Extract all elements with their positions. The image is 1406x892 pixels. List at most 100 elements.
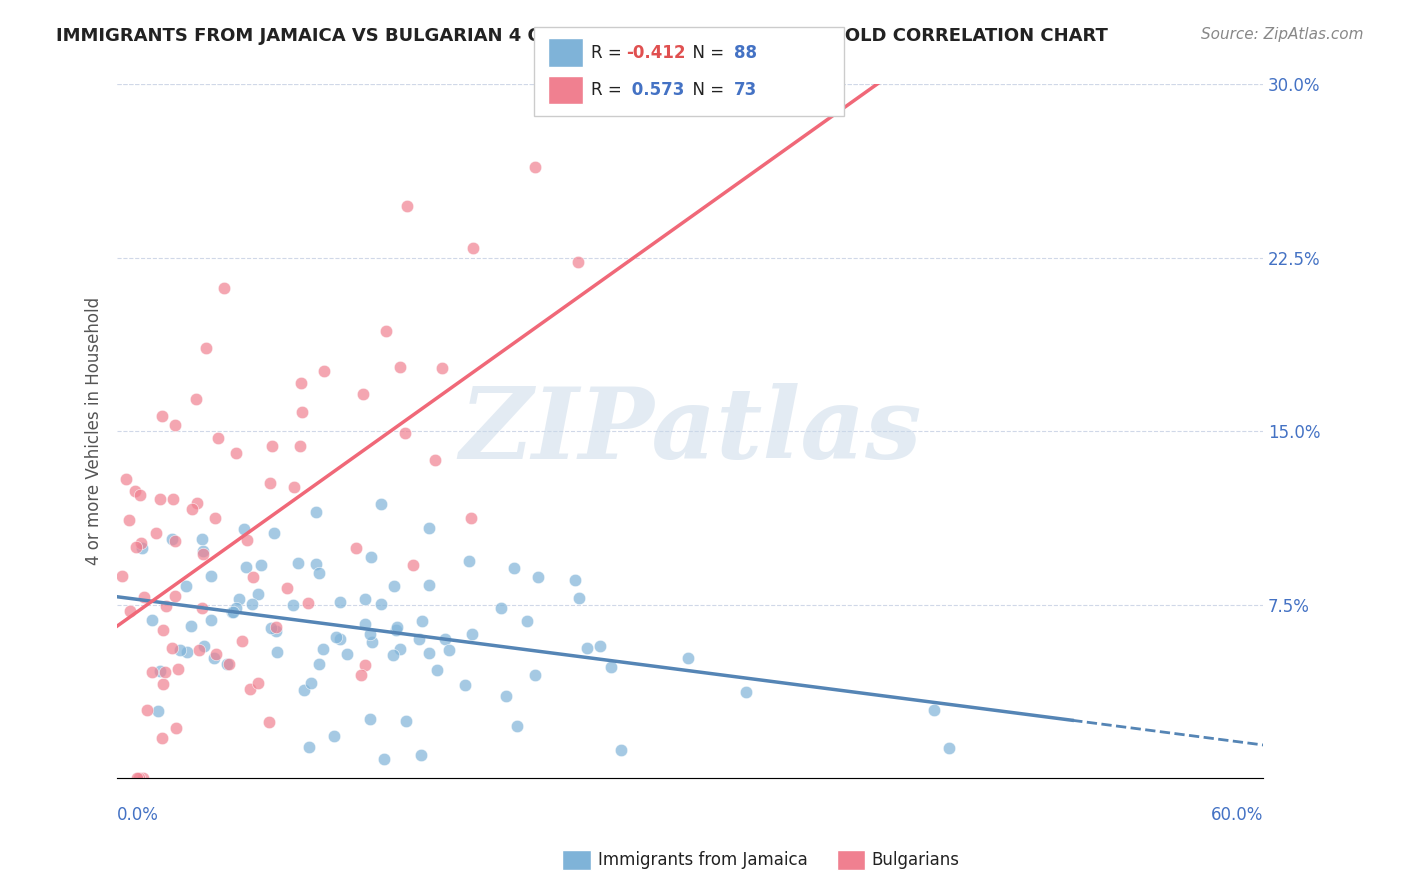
Point [176, 579, 198, 593]
Point [191, 601, 214, 615]
Point [231, 634, 253, 648]
Point [193, 639, 215, 653]
Text: 0.573: 0.573 [626, 81, 685, 99]
Point [308, 657, 330, 671]
Point [353, 591, 375, 606]
Point [461, 627, 484, 641]
Point [349, 668, 371, 682]
Point [373, 752, 395, 766]
Point [409, 748, 432, 763]
Point [186, 392, 208, 407]
Point [298, 740, 321, 755]
Text: 88: 88 [734, 44, 756, 62]
Point [132, 590, 155, 604]
Point [180, 619, 202, 633]
Point [176, 645, 198, 659]
Point [160, 640, 183, 655]
Point [149, 665, 172, 679]
Point [433, 632, 456, 647]
Point [322, 730, 344, 744]
Point [575, 640, 598, 655]
Point [408, 632, 430, 646]
Point [370, 497, 392, 511]
Point [290, 376, 312, 390]
Point [191, 532, 214, 546]
Point [352, 387, 374, 401]
Point [221, 606, 243, 620]
Point [418, 521, 440, 535]
Point [128, 771, 150, 785]
Point [259, 621, 281, 635]
Point [165, 721, 187, 735]
Point [564, 573, 586, 587]
Point [735, 684, 758, 698]
Point [458, 554, 481, 568]
Point [287, 556, 309, 570]
Point [276, 582, 298, 596]
Point [218, 657, 240, 671]
Y-axis label: 4 or more Vehicles in Household: 4 or more Vehicles in Household [86, 297, 103, 566]
Point [411, 614, 433, 628]
Point [401, 558, 423, 572]
Point [418, 578, 440, 592]
Point [240, 597, 263, 611]
Point [247, 587, 270, 601]
Point [191, 544, 214, 558]
Point [118, 513, 141, 527]
Text: R =: R = [591, 44, 627, 62]
Point [460, 511, 482, 525]
Point [491, 601, 513, 615]
Point [527, 570, 550, 584]
Point [195, 341, 218, 355]
Point [163, 590, 186, 604]
Point [125, 540, 148, 554]
Point [162, 491, 184, 506]
Text: 60.0%: 60.0% [1211, 805, 1263, 823]
Point [163, 418, 186, 433]
Point [523, 160, 546, 174]
Point [426, 663, 449, 677]
Point [325, 630, 347, 644]
Point [388, 641, 411, 656]
Text: Source: ZipAtlas.com: Source: ZipAtlas.com [1201, 27, 1364, 42]
Text: Immigrants from Jamaica: Immigrants from Jamaica [598, 851, 807, 869]
Point [131, 771, 153, 785]
Point [135, 703, 157, 717]
Text: 73: 73 [734, 81, 758, 99]
Point [155, 665, 177, 679]
Point [131, 536, 153, 550]
Point [259, 476, 281, 491]
Point [145, 526, 167, 541]
Point [461, 241, 484, 255]
Point [281, 599, 304, 613]
Point [225, 446, 247, 460]
Text: -0.412: -0.412 [626, 44, 685, 62]
Point [111, 569, 134, 583]
Point [938, 741, 960, 756]
Point [359, 712, 381, 726]
Point [599, 660, 621, 674]
Point [299, 676, 322, 690]
Point [354, 657, 377, 672]
Point [131, 541, 153, 556]
Point [568, 591, 591, 606]
Point [125, 771, 148, 785]
Point [439, 642, 461, 657]
Point [207, 431, 229, 445]
Point [291, 405, 314, 419]
Point [118, 604, 141, 618]
Point [359, 627, 381, 641]
Text: R =: R = [591, 81, 627, 99]
Point [124, 483, 146, 498]
Point [152, 677, 174, 691]
Point [430, 361, 453, 376]
Point [385, 623, 408, 637]
Point [214, 280, 236, 294]
Point [290, 439, 312, 453]
Point [524, 668, 547, 682]
Point [162, 532, 184, 546]
Point [382, 579, 405, 593]
Point [304, 557, 326, 571]
Point [114, 472, 136, 486]
Point [235, 533, 257, 548]
